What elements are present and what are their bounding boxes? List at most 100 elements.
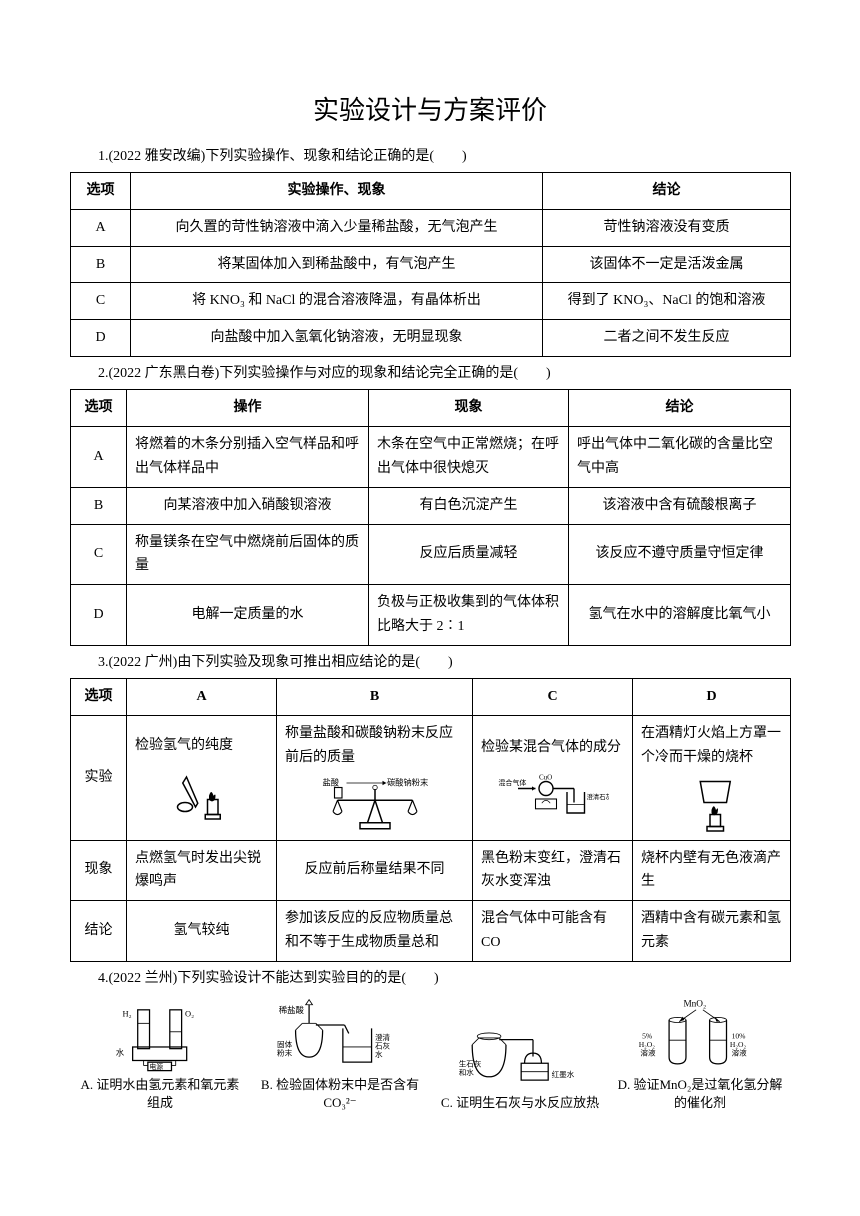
q4-item-c: 生石灰 和水 红墨水 C. 证明生石灰与水反应放热 xyxy=(435,1016,605,1112)
q3-stem: 3.(2022 广州)由下列实验及现象可推出相应结论的是( ) xyxy=(70,652,790,674)
q2-cell: C xyxy=(71,524,127,585)
q1-cell: B xyxy=(71,246,131,283)
q1-cell: 该固体不一定是活泼金属 xyxy=(543,246,791,283)
q3-rowlabel-conclusion: 结论 xyxy=(71,901,127,962)
label-mix-gas: 混合气体 xyxy=(498,778,526,787)
label-ink: 红墨水 xyxy=(551,1069,574,1079)
table-row: 实验 检验氢气的纯度 称量盐酸和碳酸钠粉末反应前后的质量 xyxy=(71,715,791,840)
q1-cell: 向久置的苛性钠溶液中滴入少量稀盐酸，无气泡产生 xyxy=(131,209,543,246)
q3-exp-c: 检验某混合气体的成分 混合气体 CuO 澄清石灰水 xyxy=(473,715,633,840)
q2-cell: 氢气在水中的溶解度比氧气小 xyxy=(569,585,791,646)
label-cao: 生石灰 xyxy=(458,1059,481,1069)
q3-phen: 点燃氢气时发出尖锐爆鸣声 xyxy=(127,840,277,901)
q1-cell: C xyxy=(71,283,131,320)
mno2-catalyst-icon: MnO₂ 5% H₂O₂ 溶液 10% H₂O₂ 溶液 xyxy=(637,998,764,1074)
q3-exp-c-text: 检验某混合气体的成分 xyxy=(481,740,621,755)
label-lime: 澄清 xyxy=(375,1032,391,1042)
q3-exp-b: 称量盐酸和碳酸钠粉末反应前后的质量 盐酸 碳酸钠粉末 xyxy=(277,715,473,840)
q3-concl: 氢气较纯 xyxy=(127,901,277,962)
q3-header: C xyxy=(473,679,633,716)
q1-table: 选项 实验操作、现象 结论 A 向久置的苛性钠溶液中滴入少量稀盐酸，无气泡产生 … xyxy=(70,172,791,357)
q4-caption-d: D. 验证MnO₂是过氧化氢分解的催化剂 xyxy=(615,1076,785,1112)
q2-cell: 木条在空气中正常燃烧；在呼出气体中很快熄灭 xyxy=(369,427,569,488)
table-row: 结论 氢气较纯 参加该反应的反应物质量总和不等于生成物质量总和 混合气体中可能含… xyxy=(71,901,791,962)
q1-cell: 向盐酸中加入氢氧化钠溶液，无明显现象 xyxy=(131,320,543,357)
q1-cell: A xyxy=(71,209,131,246)
q2-cell: 反应后质量减轻 xyxy=(369,524,569,585)
label-cuo: CuO xyxy=(539,773,552,781)
q3-exp-b-text: 称量盐酸和碳酸钠粉末反应前后的质量 xyxy=(285,726,453,765)
q2-cell: 呼出气体中二氧化碳的含量比空气中高 xyxy=(569,427,791,488)
q3-rowlabel-phenomenon: 现象 xyxy=(71,840,127,901)
balance-label-na2co3: 碳酸钠粉末 xyxy=(387,777,428,787)
table-row: A 将燃着的木条分别插入空气样品和呼出气体样品中 木条在空气中正常燃烧；在呼出气… xyxy=(71,427,791,488)
table-row: 选项 实验操作、现象 结论 xyxy=(71,172,791,209)
label-o2: O₂ xyxy=(185,1009,194,1019)
cao-water-ink-icon: 生石灰 和水 红墨水 xyxy=(457,1016,584,1092)
label-sol-r: 溶液 xyxy=(731,1048,747,1058)
q3-concl: 参加该反应的反应物质量总和不等于生成物质量总和 xyxy=(277,901,473,962)
label-lime-water: 澄清石灰水 xyxy=(586,792,608,801)
q1-header-conclusion: 结论 xyxy=(543,172,791,209)
electrolysis-icon: H₂ O₂ 水 电源 xyxy=(109,998,210,1074)
q3-phen: 黑色粉末变红，澄清石灰水变浑浊 xyxy=(473,840,633,901)
page-title: 实验设计与方案评价 xyxy=(70,90,790,132)
q3-rowlabel-experiment: 实验 xyxy=(71,715,127,840)
label-h2: H₂ xyxy=(123,1009,132,1019)
table-row: B 向某溶液中加入硝酸钡溶液 有白色沉淀产生 该溶液中含有硫酸根离子 xyxy=(71,487,791,524)
test-tube-flame-icon xyxy=(164,762,239,822)
q3-exp-a-text: 检验氢气的纯度 xyxy=(135,738,233,753)
q2-cell: 该溶液中含有硫酸根离子 xyxy=(569,487,791,524)
q3-phen: 反应前后称量结果不同 xyxy=(277,840,473,901)
balance-icon: 盐酸 碳酸钠粉末 xyxy=(315,774,435,834)
table-row: C 将 KNO₃ 和 NaCl 的混合溶液降温，有晶体析出 得到了 KNO₃、N… xyxy=(71,283,791,320)
table-row: 选项 A B C D xyxy=(71,679,791,716)
label-lime3: 水 xyxy=(375,1049,383,1059)
q4-caption-c: C. 证明生石灰与水反应放热 xyxy=(435,1094,605,1112)
label-power-source: 电源 xyxy=(150,1062,164,1071)
q4-caption-a: A. 证明水由氢元素和氧元素组成 xyxy=(75,1076,245,1112)
q2-cell: 向某溶液中加入硝酸钡溶液 xyxy=(127,487,369,524)
q1-header-option: 选项 xyxy=(71,172,131,209)
acid-powder-limewater-icon: 稀盐酸 固体 粉末 澄清 石灰 水 xyxy=(277,998,404,1074)
q2-header: 选项 xyxy=(71,390,127,427)
label-water: 水 xyxy=(116,1048,125,1058)
table-row: 现象 点燃氢气时发出尖锐爆鸣声 反应前后称量结果不同 黑色粉末变红，澄清石灰水变… xyxy=(71,840,791,901)
q1-stem: 1.(2022 雅安改编)下列实验操作、现象和结论正确的是( ) xyxy=(70,146,790,168)
q1-cell: 将 KNO₃ 和 NaCl 的混合溶液降温，有晶体析出 xyxy=(131,283,543,320)
label-cao2: 和水 xyxy=(458,1067,474,1077)
q3-exp-d-text: 在酒精灯火焰上方罩一个冷而干燥的烧杯 xyxy=(641,726,781,765)
label-sol-l: 溶液 xyxy=(640,1048,656,1058)
q1-header-operation: 实验操作、现象 xyxy=(131,172,543,209)
q2-cell: 将燃着的木条分别插入空气样品和呼出气体样品中 xyxy=(127,427,369,488)
q3-table: 选项 A B C D 实验 检验氢气的纯度 称量盐酸和碳酸钠粉末反应前后的质量 xyxy=(70,678,791,962)
q4-item-b: 稀盐酸 固体 粉末 澄清 石灰 水 B. 检验固体粉末中是否含有CO₃²⁻ xyxy=(255,998,425,1112)
table-row: A 向久置的苛性钠溶液中滴入少量稀盐酸，无气泡产生 苛性钠溶液没有变质 xyxy=(71,209,791,246)
q3-phen: 烧杯内壁有无色液滴产生 xyxy=(633,840,791,901)
label-powder: 固体 xyxy=(277,1039,293,1049)
label-mno2: MnO₂ xyxy=(683,1000,706,1010)
q1-cell: D xyxy=(71,320,131,357)
gas-test-apparatus-icon: 混合气体 CuO 澄清石灰水 xyxy=(497,764,609,820)
label-powder2: 粉末 xyxy=(277,1048,293,1058)
q4-figures: H₂ O₂ 水 电源 A. 证明水由氢元素和氧元素组成 稀盐酸 固体 粉末 澄清 xyxy=(70,998,790,1112)
label-lime2: 石灰 xyxy=(375,1041,391,1051)
table-row: D 向盐酸中加入氢氧化钠溶液，无明显现象 二者之间不发生反应 xyxy=(71,320,791,357)
table-row: C 称量镁条在空气中燃烧前后固体的质量 反应后质量减轻 该反应不遵守质量守恒定律 xyxy=(71,524,791,585)
q1-cell: 将某固体加入到稀盐酸中，有气泡产生 xyxy=(131,246,543,283)
q2-cell: 有白色沉淀产生 xyxy=(369,487,569,524)
q3-header: A xyxy=(127,679,277,716)
q2-cell: 该反应不遵守质量守恒定律 xyxy=(569,524,791,585)
q3-concl: 混合气体中可能含有 CO xyxy=(473,901,633,962)
q2-cell: 负极与正极收集到的气体体积比略大于 2∶1 xyxy=(369,585,569,646)
table-row: 选项 操作 现象 结论 xyxy=(71,390,791,427)
q3-exp-d: 在酒精灯火焰上方罩一个冷而干燥的烧杯 xyxy=(633,715,791,840)
table-row: B 将某固体加入到稀盐酸中，有气泡产生 该固体不一定是活泼金属 xyxy=(71,246,791,283)
q2-table: 选项 操作 现象 结论 A 将燃着的木条分别插入空气样品和呼出气体样品中 木条在… xyxy=(70,389,791,645)
q3-exp-a: 检验氢气的纯度 xyxy=(127,715,277,840)
q2-cell: 电解一定质量的水 xyxy=(127,585,369,646)
q3-concl: 酒精中含有碳元素和氢元素 xyxy=(633,901,791,962)
q1-cell: 得到了 KNO₃、NaCl 的饱和溶液 xyxy=(543,283,791,320)
q2-header: 结论 xyxy=(569,390,791,427)
beaker-over-lamp-icon xyxy=(674,774,749,834)
